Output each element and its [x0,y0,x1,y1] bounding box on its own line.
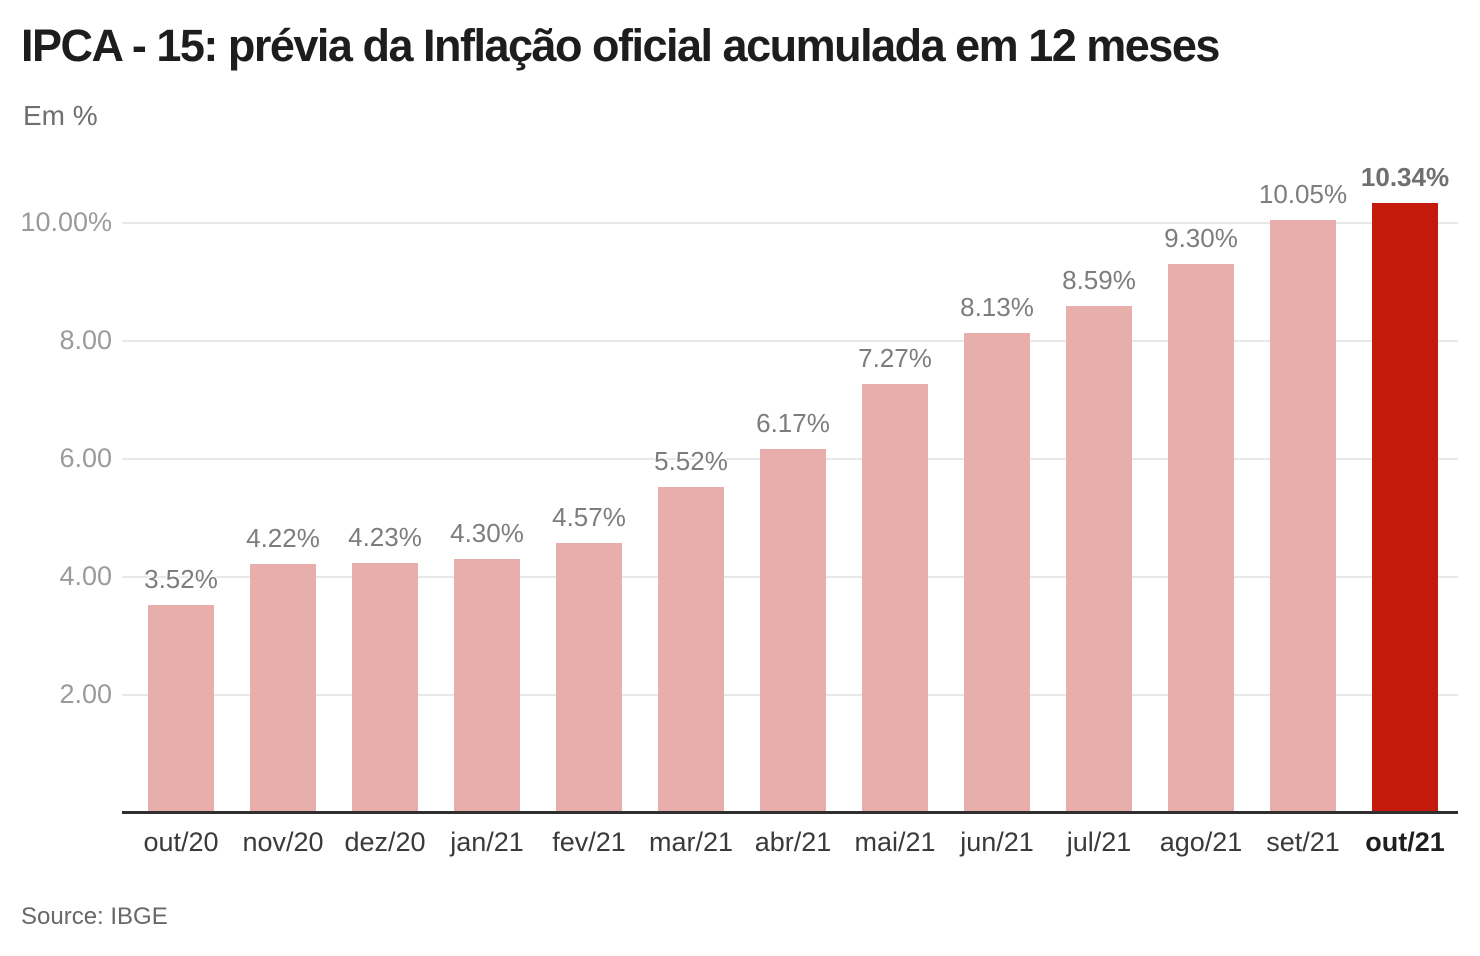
chart-subtitle: Em % [23,100,98,131]
x-axis-label: abr/21 [754,827,832,857]
x-axis-label: ago/21 [1159,827,1243,857]
bar [454,559,520,813]
bar-value-label: 5.52% [654,446,728,476]
x-axis-label: fev/21 [552,827,626,857]
bar [148,605,214,813]
x-axis-label: out/21 [1365,827,1445,857]
bar-value-label: 8.13% [960,292,1034,322]
bar [1270,220,1336,813]
bar-value-label: 4.23% [348,522,422,552]
bar [658,487,724,813]
bar-value-label: 10.34% [1360,162,1450,192]
bar [1066,306,1132,813]
bar-value-label: 4.22% [246,523,320,553]
bar-value-label: 8.59% [1062,265,1136,295]
source-credit: Source: IBGE [21,903,168,930]
bar-value-label: 4.30% [450,518,524,548]
x-axis-label: dez/20 [344,827,426,857]
x-axis-label: jan/21 [450,827,524,857]
chart-title: IPCA - 15: prévia da Inflação oficial ac… [21,20,1220,71]
bar-value-label: 6.17% [756,408,830,438]
bar [250,564,316,813]
bar [1168,264,1234,813]
x-axis-label: nov/20 [242,827,324,857]
x-axis-line [122,811,1458,814]
bar [760,449,826,813]
bar [352,563,418,813]
y-axis-tick-label: 8.00 [59,325,112,355]
x-axis-label: set/21 [1266,827,1340,857]
bar-highlighted [1372,203,1438,813]
bar-value-label: 4.57% [552,502,626,532]
y-axis-tick-label: 4.00 [59,561,112,591]
x-axis-label: jul/21 [1066,827,1132,857]
y-axis-tick-label: 6.00 [59,443,112,473]
bar-value-label: 10.05% [1258,179,1348,209]
gridline [122,222,1458,224]
x-axis-label: jun/21 [960,827,1034,857]
bar [862,384,928,813]
gridline [122,340,1458,342]
x-axis-label: mar/21 [648,827,734,857]
bar [964,333,1030,813]
y-axis-tick-label: 10.00% [20,207,112,237]
bar-value-label: 9.30% [1164,223,1238,253]
bar-value-label: 3.52% [144,564,218,594]
y-axis-tick-label: 2.00 [59,679,112,709]
bar-value-label: 7.27% [858,343,932,373]
x-axis-label: mai/21 [854,827,936,857]
x-axis-label: out/20 [143,827,219,857]
bar [556,543,622,813]
